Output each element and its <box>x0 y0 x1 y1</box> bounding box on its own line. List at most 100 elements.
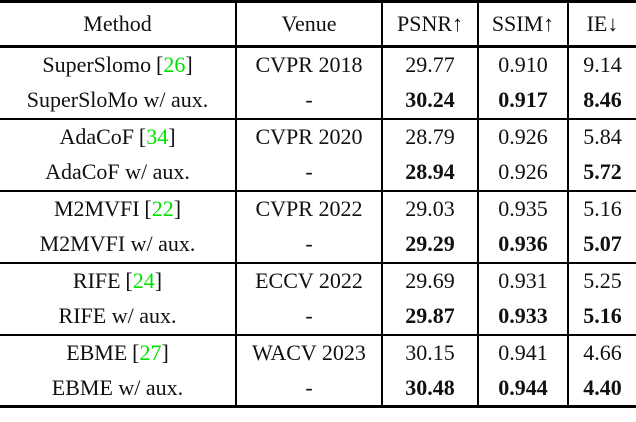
citation-number[interactable]: 24 <box>132 268 155 293</box>
psnr-cell: 29.87 <box>381 298 478 335</box>
ssim-cell: 0.944 <box>477 370 568 407</box>
method-cell: EBME w/ aux. <box>0 371 236 407</box>
header-row: Method Venue PSNR↑ SSIM↑ IE↓ <box>0 1 636 47</box>
method-group-superslomo: SuperSlomo [26] CVPR 2018 29.77 0.910 9.1… <box>0 46 636 119</box>
psnr-cell: 28.94 <box>381 154 478 191</box>
citation-ref[interactable]: [34] <box>138 124 176 149</box>
citation-number[interactable]: 26 <box>163 52 186 78</box>
ie-cell: 5.84 <box>567 118 636 155</box>
method-label: AdaCoF <box>59 124 135 149</box>
ssim-cell: 0.935 <box>477 190 568 227</box>
method-label: RIFE <box>72 268 121 293</box>
down-arrow-icon: ↓ <box>607 11 619 36</box>
method-label: M2MVFI w/ aux. <box>39 231 196 256</box>
table-row: M2MVFI [22] CVPR 2022 29.03 0.935 5.16 <box>0 190 636 227</box>
table-row: EBME [27] WACV 2023 30.15 0.941 4.66 <box>0 334 636 371</box>
method-label: AdaCoF w/ aux. <box>45 159 190 184</box>
column-label: PSNR <box>396 11 453 36</box>
method-label: EBME w/ aux. <box>51 374 184 400</box>
psnr-cell: 30.24 <box>381 82 478 119</box>
table-row: SuperSloMo w/ aux. - 30.24 0.917 8.46 <box>0 82 636 119</box>
ie-cell: 4.40 <box>567 370 636 407</box>
ssim-cell: 0.936 <box>477 226 568 263</box>
ssim-cell: 0.926 <box>477 118 568 155</box>
column-label: SSIM <box>491 11 544 36</box>
method-label: EBME <box>66 340 128 365</box>
ssim-cell: 0.910 <box>477 46 568 83</box>
method-cell: RIFE w/ aux. <box>0 299 236 335</box>
column-label: IE <box>586 11 608 36</box>
table-row: AdaCoF w/ aux. - 28.94 0.926 5.72 <box>0 154 636 191</box>
method-label: M2MVFI <box>53 196 140 221</box>
venue-cell: - <box>235 82 382 119</box>
venue-cell: CVPR 2022 <box>235 190 382 227</box>
table-header: Method Venue PSNR↑ SSIM↑ IE↓ <box>0 1 636 47</box>
venue-cell: CVPR 2020 <box>235 118 382 155</box>
citation-ref[interactable]: [24] <box>125 268 163 293</box>
psnr-cell: 29.03 <box>381 190 478 227</box>
column-header-psnr: PSNR↑ <box>381 1 478 47</box>
column-header-ie: IE↓ <box>567 1 636 47</box>
table-row: M2MVFI w/ aux. - 29.29 0.936 5.07 <box>0 226 636 263</box>
column-header-method: Method <box>0 2 236 47</box>
ie-cell: 5.07 <box>567 226 636 263</box>
ie-cell: 5.16 <box>567 190 636 227</box>
table-row: RIFE w/ aux. - 29.87 0.933 5.16 <box>0 298 636 335</box>
psnr-cell: 30.15 <box>381 334 478 371</box>
results-table: Method Venue PSNR↑ SSIM↑ IE↓ SuperSlomo[… <box>0 0 636 408</box>
venue-cell: - <box>235 154 382 191</box>
citation-number[interactable]: 27 <box>139 340 162 365</box>
citation-ref[interactable]: [27] <box>132 340 169 365</box>
psnr-cell: 29.77 <box>381 46 478 83</box>
psnr-cell: 29.29 <box>381 226 478 263</box>
ssim-cell: 0.926 <box>477 154 568 191</box>
up-arrow-icon: ↑ <box>452 11 464 36</box>
citation-ref[interactable]: [22] <box>144 196 182 221</box>
citation-number[interactable]: 22 <box>151 196 174 221</box>
venue-cell: - <box>235 298 382 335</box>
venue-cell: CVPR 2018 <box>235 46 382 83</box>
table-row: RIFE [24] ECCV 2022 29.69 0.931 5.25 <box>0 262 636 299</box>
ssim-cell: 0.933 <box>477 298 568 335</box>
table-row: EBME w/ aux. - 30.48 0.944 4.40 <box>0 370 636 407</box>
method-group-ebme: EBME [27] WACV 2023 30.15 0.941 4.66 EBME… <box>0 334 636 407</box>
method-cell: RIFE [24] <box>0 263 236 299</box>
method-group-m2mvfi: M2MVFI [22] CVPR 2022 29.03 0.935 5.16 M2… <box>0 190 636 263</box>
citation-ref[interactable]: [26] <box>155 52 193 78</box>
method-cell: M2MVFI [22] <box>0 191 236 227</box>
method-label: SuperSlomo <box>42 52 152 78</box>
venue-cell: - <box>235 370 382 407</box>
method-cell: M2MVFI w/ aux. <box>0 227 236 263</box>
venue-cell: WACV 2023 <box>235 334 382 371</box>
ssim-cell: 0.931 <box>477 262 568 299</box>
psnr-cell: 28.79 <box>381 118 478 155</box>
column-label: Venue <box>281 11 337 36</box>
column-header-ssim: SSIM↑ <box>477 1 568 47</box>
venue-cell: - <box>235 226 382 263</box>
table-row: SuperSlomo [26] CVPR 2018 29.77 0.910 9.1… <box>0 46 636 83</box>
venue-cell: ECCV 2022 <box>235 262 382 299</box>
method-group-adacof: AdaCoF [34] CVPR 2020 28.79 0.926 5.84 Ad… <box>0 118 636 191</box>
column-header-venue: Venue <box>235 1 382 47</box>
citation-number[interactable]: 34 <box>146 124 169 149</box>
ie-cell: 4.66 <box>567 334 636 371</box>
method-cell: AdaCoF w/ aux. <box>0 155 236 191</box>
psnr-cell: 30.48 <box>381 370 478 407</box>
method-label: RIFE w/ aux. <box>58 303 177 328</box>
table-row: AdaCoF [34] CVPR 2020 28.79 0.926 5.84 <box>0 118 636 155</box>
method-cell: SuperSloMo w/ aux. <box>0 83 236 119</box>
method-label: SuperSloMo w/ aux. <box>26 87 209 112</box>
ie-cell: 9.14 <box>567 46 636 83</box>
method-cell: SuperSlomo [26] <box>0 47 236 83</box>
ie-cell: 8.46 <box>567 82 636 119</box>
ssim-cell: 0.917 <box>477 82 568 119</box>
column-label: Method <box>83 11 152 36</box>
psnr-cell: 29.69 <box>381 262 478 299</box>
ie-cell: 5.72 <box>567 154 636 191</box>
up-arrow-icon: ↑ <box>543 11 555 36</box>
ie-cell: 5.16 <box>567 298 636 335</box>
ie-cell: 5.25 <box>567 262 636 299</box>
method-cell: AdaCoF [34] <box>0 119 236 155</box>
method-group-rife: RIFE [24] ECCV 2022 29.69 0.931 5.25 RIFE… <box>0 262 636 335</box>
method-cell: EBME [27] <box>0 335 236 371</box>
